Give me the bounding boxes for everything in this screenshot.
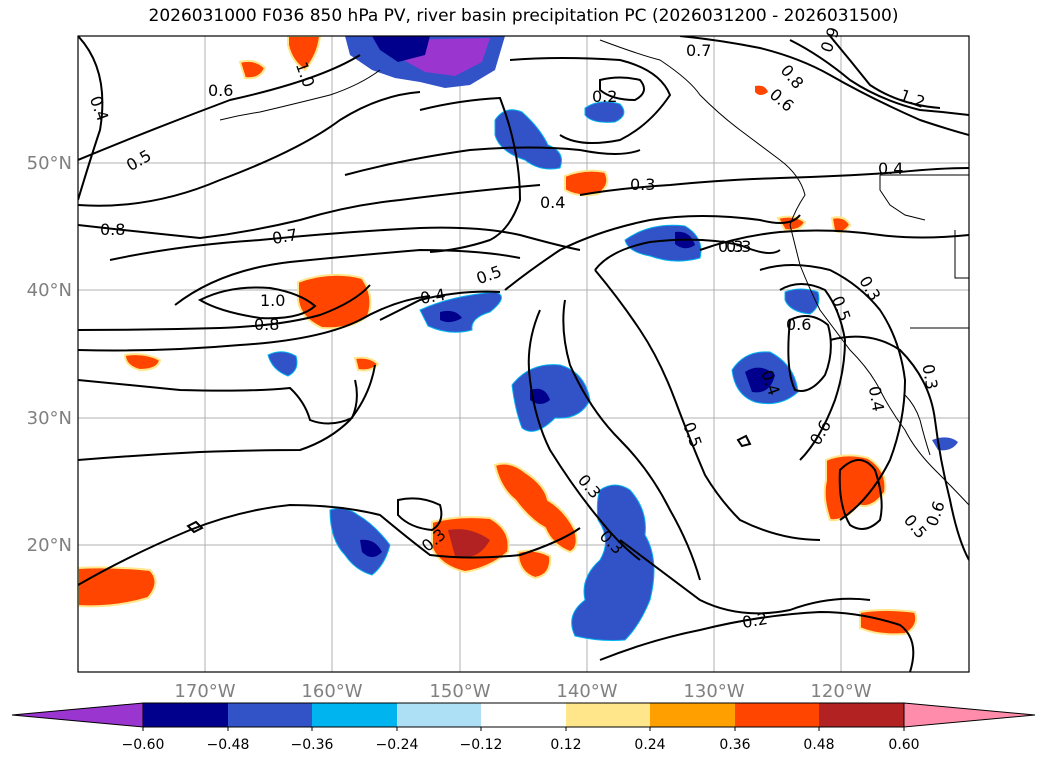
lon-label-120w: 120°W: [810, 681, 871, 702]
plot-frame: [77, 35, 970, 673]
colorbar-segment: [143, 703, 228, 727]
colorbar-tick-label: −0.12: [460, 737, 503, 753]
contour-label: 0.3: [718, 237, 743, 256]
colorbar-tick-label: −0.60: [122, 737, 165, 753]
colorbar-extend-right: [903, 702, 1036, 728]
lat-label-50n: 50°N: [27, 153, 72, 174]
colorbar-extend-left: [11, 702, 144, 728]
contour-label: 0.7: [686, 41, 711, 60]
colorbar-segment: [397, 703, 481, 727]
colorbar: −0.60 −0.48 −0.36 −0.24 −0.12 0.12 0.24 …: [11, 702, 1036, 753]
coastline: [219, 39, 969, 506]
colorbar-frame: [142, 702, 905, 728]
colorbar-segment: [735, 703, 819, 727]
contour-label: 0.7: [271, 225, 299, 248]
map-title: 2026031000 F036 850 hPa PV, river basin …: [148, 6, 899, 26]
latitude-labels: 50°N 40°N 30°N 20°N: [27, 153, 72, 556]
longitude-labels: 170°W 160°W 150°W 140°W 130°W 120°W: [174, 681, 871, 702]
lon-label-160w: 160°W: [301, 681, 362, 702]
colorbar-segment: [566, 703, 650, 727]
colorbar-tick-label: 0.48: [803, 737, 834, 753]
contour-label: 0.8: [254, 315, 279, 334]
contour-label: 1.0: [260, 291, 285, 310]
lat-label-30n: 30°N: [27, 408, 72, 429]
colorbar-segment: [228, 703, 312, 727]
contour-label: 0.4: [865, 385, 888, 413]
contour-label: 0.4: [878, 159, 903, 178]
negative-precip-anomalies: [267, 36, 958, 641]
lon-label-150w: 150°W: [429, 681, 490, 702]
colorbar-tick-label: 0.24: [634, 737, 665, 753]
colorbar-segment: [312, 703, 397, 727]
contour-label: 0.6: [786, 315, 811, 334]
pv-contours: [78, 36, 969, 672]
contour-label: 0.2: [592, 87, 617, 106]
colorbar-tick-label: 0.36: [719, 737, 750, 753]
contour-label: 0.2: [741, 609, 769, 632]
contour-label: 0.4: [540, 193, 565, 212]
contour-label: 0.3: [726, 237, 751, 256]
lat-label-40n: 40°N: [27, 280, 72, 301]
colorbar-tick-label: −0.36: [291, 737, 334, 753]
contour-label: 0.3: [630, 175, 655, 194]
lon-label-170w: 170°W: [174, 681, 235, 702]
contour-label: 0.4: [419, 285, 447, 308]
lon-label-130w: 130°W: [683, 681, 744, 702]
colorbar-segment: [650, 703, 735, 727]
colorbar-segment: [819, 703, 904, 727]
colorbar-tick-label: 0.12: [550, 737, 581, 753]
colorbar-tick-label: 0.60: [888, 737, 919, 753]
contour-labels: 0.4 0.6 0.5 0.8 0.7 1.0 0.8 0.5 0.4 0.3 …: [86, 25, 949, 633]
lat-label-20n: 20°N: [27, 535, 72, 556]
contour-label: 0.8: [100, 220, 125, 239]
colorbar-segment: [481, 703, 566, 727]
contour-label: 0.6: [208, 81, 233, 100]
colorbar-tick-label: −0.24: [376, 737, 419, 753]
contour-label: 0.3: [918, 363, 941, 391]
lon-label-140w: 140°W: [556, 681, 617, 702]
colorbar-tick-label: −0.48: [207, 737, 250, 753]
